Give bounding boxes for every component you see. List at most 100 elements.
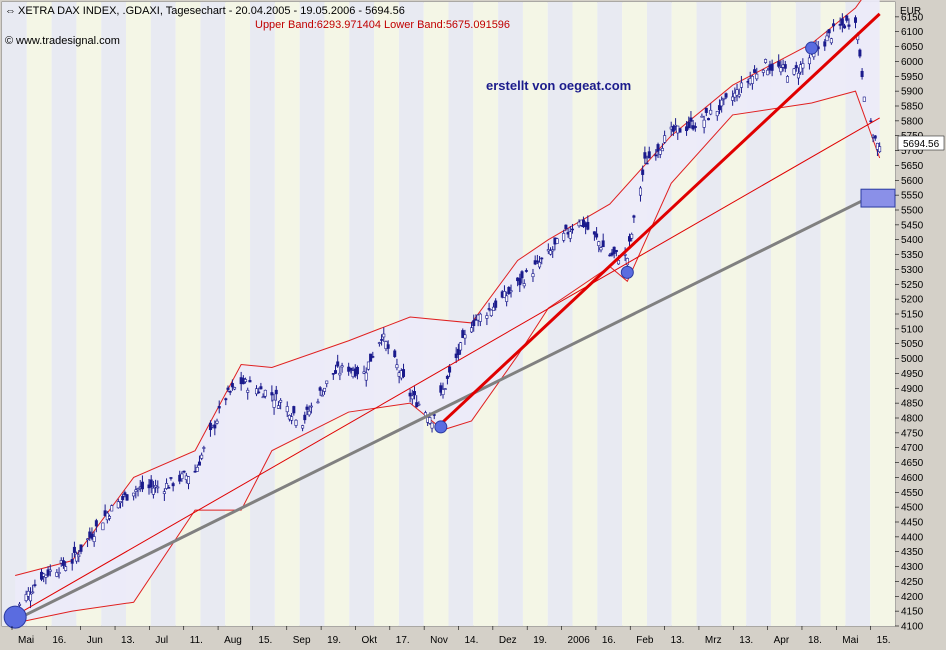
candle-body [632,215,636,218]
candle-body [807,57,811,65]
candle-body [505,295,509,302]
candle-body [854,17,858,23]
candle-body [64,566,68,571]
candle-body [110,505,114,512]
candle-body [338,372,342,376]
stripe [597,2,623,626]
candle-body [707,118,711,121]
stripe [671,2,697,626]
candle-body [180,473,184,480]
candle-body [641,169,645,175]
candle-body [829,38,833,44]
y-tick-label: 5050 [901,339,924,350]
y-tick-label: 4900 [901,384,924,395]
x-tick-label: Aug [224,635,242,646]
candle-body [785,76,789,83]
stripe [374,2,399,626]
y-tick-label: 5300 [901,265,924,276]
candle-body [31,591,35,594]
candle-body [614,249,618,253]
candle-body [485,315,489,319]
x-tick-label: 17. [396,635,410,646]
candle-body [489,309,493,316]
candle-body [432,414,436,416]
candle-body [320,394,324,397]
candle-body [270,392,274,396]
candle-body [610,252,614,256]
candle-body [448,366,452,373]
trend-marker [805,41,819,55]
candle-body [386,344,390,349]
last-value-box [897,135,945,151]
candle-body [461,330,465,338]
stripe [274,2,300,626]
candle-body [715,111,719,117]
y-tick-label: 6150 [901,12,924,23]
candle-body [75,553,79,562]
candle-body [305,406,309,410]
candle-body [202,447,206,449]
candle-body [456,348,460,356]
candle-body [428,417,432,424]
candle-body [149,479,153,488]
x-tick-label: 18. [808,635,822,646]
candle-body [162,491,166,494]
y-tick-label: 5650 [901,161,924,172]
x-tick-label: Sep [293,635,311,646]
y-tick-label: 4200 [901,592,924,603]
candle-body [248,380,252,383]
stripe [299,2,325,626]
band-fill [15,0,880,624]
candle-body [24,594,28,602]
candle-body [134,489,138,492]
candle-body [862,96,866,102]
candle-body [259,386,263,390]
candle-body [125,494,129,501]
candle-body [792,68,796,75]
candle-body [366,361,370,370]
candle-body [246,389,250,393]
y-tick-label: 4500 [901,503,924,514]
candle-body [533,260,537,265]
candle-body [551,249,555,252]
candle-body [739,82,743,88]
markers [3,41,896,629]
y-tick-label: 5200 [901,295,924,306]
candle-body [858,49,862,57]
candle-body [61,560,65,566]
candle-body [845,15,849,21]
y-tick-label: 5800 [901,116,924,127]
candle-body [520,271,524,279]
y-tick-label: 4750 [901,428,924,439]
candle-body [121,495,125,501]
candle-body [647,151,651,159]
candle-body [801,63,805,69]
candle-body [761,69,765,73]
x-tick-label: Jun [87,635,103,646]
y-tick-label: 5400 [901,235,924,246]
candle-body [224,398,228,401]
candle-body [336,361,340,367]
candle-body [518,278,522,286]
y-tick-label: 5850 [901,102,924,113]
x-tick-label: Mrz [705,635,722,646]
candle-body [140,481,144,490]
stripe [398,2,424,626]
y-tick-label: 5950 [901,72,924,83]
candle-body [408,392,412,397]
last-value: 5694.56 [903,139,940,150]
stripe [349,2,375,626]
candle-body [226,387,230,390]
candle-body [586,221,590,230]
candle-body [57,572,61,574]
y-tick-label: 4600 [901,473,924,484]
candle-body [318,387,322,391]
candle-body [645,162,649,165]
candle-body [753,69,757,73]
candle-body [118,501,122,504]
candle-body [794,65,798,69]
candle-body [228,390,232,393]
y-tick-label: 5250 [901,280,924,291]
candle-body [702,119,706,128]
candle-body [796,72,800,79]
